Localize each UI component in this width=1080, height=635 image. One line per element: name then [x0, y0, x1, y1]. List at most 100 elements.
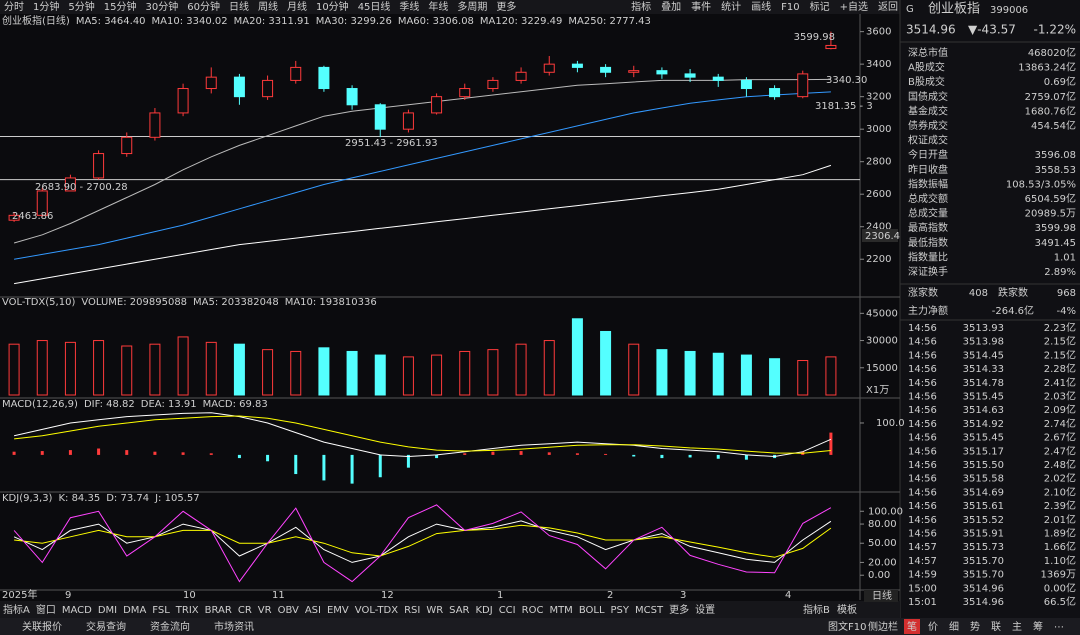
- tab[interactable]: MCST: [635, 605, 664, 616]
- status-item[interactable]: 图文F10: [828, 620, 866, 633]
- menu-item[interactable]: 画线: [751, 0, 771, 13]
- price-annotation: 2683.90 - 2700.28: [35, 182, 128, 193]
- price-annotation: 2463.86: [12, 211, 53, 222]
- menu-item[interactable]: 周线: [258, 0, 278, 13]
- tick-volume: 2.09亿: [1044, 403, 1076, 416]
- menu-item[interactable]: 多周期: [457, 0, 487, 13]
- stat-value: 0.69亿: [1044, 75, 1076, 88]
- status-item[interactable]: 交易查询: [86, 620, 126, 633]
- tab[interactable]: 窗口: [36, 603, 56, 616]
- tab[interactable]: 指标B: [803, 603, 830, 616]
- menu-item[interactable]: 10分钟: [316, 0, 349, 13]
- y-tick-label: 80.00: [868, 519, 897, 530]
- x-tick-label: 2: [607, 590, 613, 601]
- legend-item: VOLUME: 209895088: [81, 297, 187, 308]
- tab[interactable]: VOL-TDX: [355, 605, 398, 616]
- volume-bar: [656, 349, 668, 396]
- stat-value: 6504.59亿: [1025, 192, 1076, 205]
- status-icon[interactable]: 主: [1012, 621, 1022, 633]
- stat-label: 最低指数: [908, 236, 948, 249]
- menu-item[interactable]: 返回: [878, 1, 898, 13]
- menu-item[interactable]: 统计: [721, 0, 741, 13]
- flow-value: -264.6亿: [992, 304, 1034, 317]
- tab[interactable]: OBV: [278, 605, 299, 616]
- stat-value: 20989.5万: [1025, 209, 1076, 220]
- tab[interactable]: 更多: [669, 603, 689, 616]
- menu-item[interactable]: F10: [781, 2, 799, 13]
- tick-volume: 2.03亿: [1044, 390, 1076, 403]
- candle-body: [656, 70, 668, 75]
- tab[interactable]: CCI: [499, 605, 516, 616]
- status-item[interactable]: 侧边栏: [868, 620, 898, 633]
- status-icon[interactable]: 细: [949, 620, 959, 633]
- status-icon[interactable]: 筹: [1033, 620, 1043, 633]
- volume-bar: [459, 350, 471, 396]
- status-icon[interactable]: 价: [928, 621, 938, 633]
- menu-item[interactable]: +自选: [840, 0, 868, 13]
- macd-bar: [40, 451, 44, 455]
- tab[interactable]: MTM: [549, 605, 572, 616]
- menu-item[interactable]: 5分钟: [68, 0, 94, 13]
- menu-item[interactable]: 事件: [691, 0, 711, 13]
- tab[interactable]: TRIX: [175, 605, 199, 616]
- menu-item[interactable]: 季线: [399, 0, 419, 13]
- tick-volume: 2.28亿: [1044, 362, 1076, 375]
- tab[interactable]: FSL: [152, 605, 170, 616]
- tab[interactable]: SAR: [449, 605, 469, 616]
- menu-item[interactable]: 月线: [287, 0, 307, 13]
- tab[interactable]: PSY: [611, 605, 630, 616]
- legend-item: MA250: 2777.43: [568, 16, 650, 27]
- status-icon[interactable]: 联: [991, 621, 1001, 633]
- menu-item[interactable]: 60分钟: [187, 0, 220, 13]
- tab[interactable]: 设置: [695, 604, 715, 616]
- legend-item: MA120: 3229.49: [480, 16, 562, 27]
- period-button[interactable]: [864, 590, 898, 602]
- menu-item[interactable]: 指标: [631, 0, 651, 13]
- tab[interactable]: DMI: [98, 605, 117, 616]
- stat-label: 基金成交: [908, 104, 948, 117]
- tab[interactable]: ASI: [305, 605, 321, 616]
- tick-volume: 2.48亿: [1044, 458, 1076, 471]
- tab[interactable]: BOLL: [579, 605, 605, 616]
- tick-price: 3514.63: [963, 405, 1004, 416]
- menu-item[interactable]: 更多: [496, 0, 516, 13]
- menu-item[interactable]: 日线: [229, 0, 249, 13]
- tick-volume: 2.23亿: [1044, 321, 1076, 334]
- volume-bar: [487, 349, 499, 396]
- volume-bar: [205, 341, 217, 396]
- tab[interactable]: 模板: [837, 603, 857, 616]
- stat-label: 最高指数: [908, 221, 948, 234]
- status-item[interactable]: 市场资讯: [214, 620, 254, 633]
- status-item[interactable]: 关联报价: [22, 620, 62, 633]
- ma-line: [14, 91, 831, 260]
- menu-item[interactable]: 45日线: [358, 0, 391, 13]
- tab[interactable]: CR: [238, 605, 252, 616]
- tab[interactable]: BRAR: [205, 605, 232, 616]
- tab[interactable]: MACD: [62, 605, 92, 616]
- tab[interactable]: WR: [426, 605, 443, 616]
- tab[interactable]: ROC: [522, 605, 544, 616]
- tab[interactable]: 指标A: [3, 603, 30, 616]
- tab[interactable]: EMV: [327, 605, 349, 616]
- menu-item[interactable]: 1分钟: [33, 0, 59, 13]
- menu-item[interactable]: 15分钟: [104, 0, 137, 13]
- status-item[interactable]: 资金流向: [150, 620, 190, 633]
- tab[interactable]: DMA: [123, 605, 146, 616]
- menu-item[interactable]: 叠加: [661, 1, 681, 13]
- status-icon[interactable]: ⋯: [1054, 622, 1064, 633]
- status-icon[interactable]: 势: [970, 620, 980, 633]
- tab[interactable]: KDJ: [475, 605, 492, 616]
- period-label: 日线: [872, 589, 892, 602]
- menu-item[interactable]: 标记: [810, 1, 830, 13]
- tab[interactable]: VR: [258, 605, 272, 616]
- candle-body: [8, 214, 20, 221]
- legend-item: KDJ(9,3,3): [2, 493, 53, 504]
- menu-item[interactable]: 年线: [428, 0, 448, 13]
- tab[interactable]: RSI: [404, 605, 420, 616]
- menu-item[interactable]: 30分钟: [145, 0, 178, 13]
- menu-item[interactable]: 分时: [4, 1, 24, 13]
- tick-time: 14:56: [908, 419, 937, 430]
- stat-label: 深证换手: [908, 265, 948, 278]
- status-icon[interactable]: 笔: [907, 620, 917, 633]
- stat-value: 1680.76亿: [1025, 104, 1076, 117]
